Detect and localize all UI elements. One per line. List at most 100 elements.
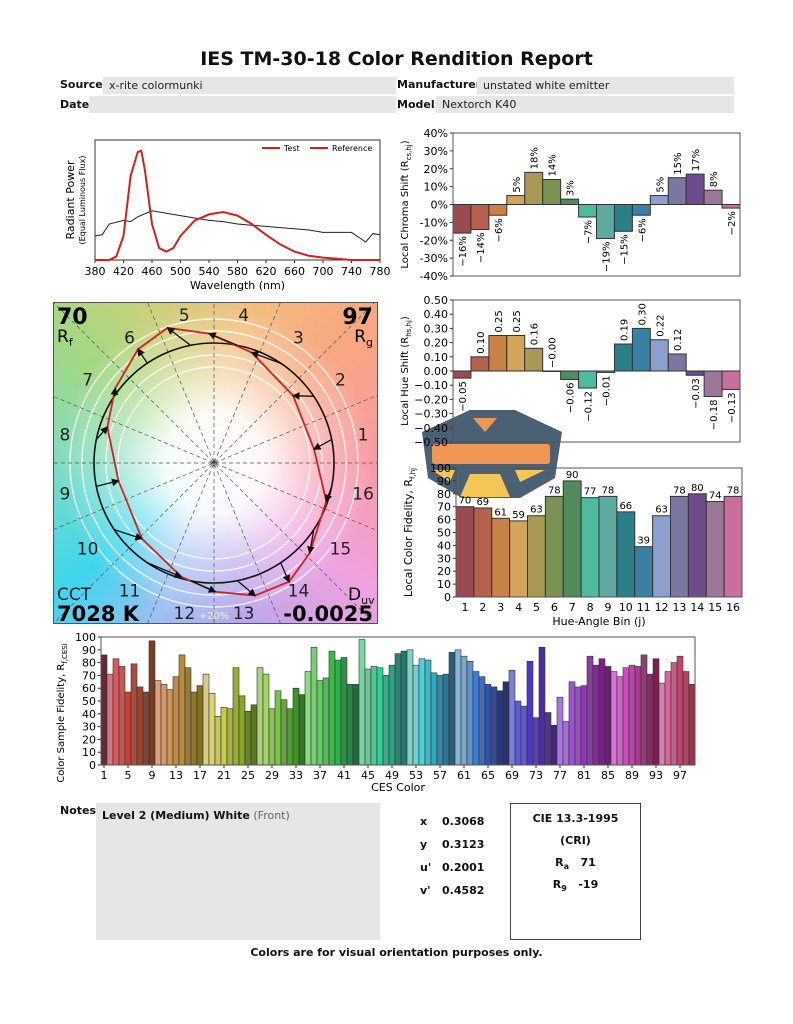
bar xyxy=(580,685,588,766)
bar xyxy=(526,661,534,766)
x-tick-label: 13 xyxy=(672,601,686,614)
bar xyxy=(556,696,564,766)
bar xyxy=(622,667,630,766)
bar-label: 77 xyxy=(584,487,597,498)
report-title: IES TM-30-18 Color Rendition Report xyxy=(200,48,593,70)
hue-bin-label: 10 xyxy=(77,539,99,559)
bar xyxy=(364,668,372,766)
bar xyxy=(238,695,246,766)
y-tick-label: −0.30 xyxy=(414,408,448,421)
bar xyxy=(100,654,108,766)
bar xyxy=(178,654,186,766)
bar xyxy=(394,653,402,766)
bar xyxy=(687,493,707,598)
x-tick-label: 49 xyxy=(385,769,399,782)
bar xyxy=(542,178,562,206)
bar xyxy=(130,663,138,766)
x-tick-label: 780 xyxy=(370,265,391,278)
r9-label: R xyxy=(552,878,562,891)
bar xyxy=(509,520,528,598)
bar-label: −0.13 xyxy=(727,392,738,423)
bar xyxy=(328,650,336,766)
x-tick-label: 4 xyxy=(515,601,522,614)
bar xyxy=(280,699,288,766)
bar xyxy=(527,515,546,598)
legend-label: Reference xyxy=(332,144,372,153)
hue-bin-label: 13 xyxy=(233,604,255,624)
x-tick-label: 85 xyxy=(601,769,615,782)
x-tick-label: 580 xyxy=(227,265,248,278)
x-tick-label: 9 xyxy=(604,601,611,614)
hue-bin-label: 14 xyxy=(288,581,310,601)
bar-label: 0.16 xyxy=(530,323,541,345)
bar xyxy=(452,370,472,379)
bar xyxy=(562,721,570,766)
bar xyxy=(244,710,252,766)
bar xyxy=(214,716,222,766)
logo-triangle-icon xyxy=(473,418,497,432)
bar xyxy=(508,669,516,766)
chroma-shift-arrow xyxy=(324,486,333,503)
y-tick-label: 10% xyxy=(424,181,448,194)
bar xyxy=(473,507,493,598)
y-tick-label: 0.10 xyxy=(424,351,449,364)
bar-label: 61 xyxy=(494,507,507,518)
bar-label: 74 xyxy=(709,491,722,502)
hue-bin-label: 16 xyxy=(352,485,374,505)
bar xyxy=(631,327,651,372)
x-tick-label: 41 xyxy=(337,769,351,782)
bar-label: −7% xyxy=(584,220,595,244)
cri-r9: R9 -19 xyxy=(511,878,640,900)
bar xyxy=(442,673,450,766)
bar-label: 5% xyxy=(655,177,666,193)
x-tick-label: 540 xyxy=(199,265,220,278)
rf-label: Rf xyxy=(57,327,74,349)
y-tick-label: 0% xyxy=(431,199,448,212)
x-tick-label: 500 xyxy=(170,265,191,278)
hue-bin-label: 2 xyxy=(335,371,346,391)
bar xyxy=(208,693,216,766)
y-tick-label: 0.40 xyxy=(424,308,449,321)
y-tick-label: 60 xyxy=(82,682,96,695)
chroma-shift-arrow xyxy=(207,332,238,346)
bar xyxy=(340,657,348,766)
logo-road-icon xyxy=(460,474,510,497)
bar-label: 0.19 xyxy=(619,319,630,341)
bar xyxy=(118,666,126,766)
bar-label: 69 xyxy=(476,497,489,508)
y-tick-label: 20 xyxy=(437,565,451,578)
y-axis-sublabel: (Equal Luminous Flux) xyxy=(78,156,87,245)
bar xyxy=(613,204,633,232)
x-tick-label: 25 xyxy=(241,769,255,782)
bar xyxy=(268,708,276,766)
x-tick-label: 10 xyxy=(619,601,633,614)
bar xyxy=(506,195,526,205)
bar xyxy=(112,658,120,766)
bar xyxy=(316,680,324,766)
bar xyxy=(560,198,580,205)
hue-bin-label: 12 xyxy=(174,604,196,624)
x-tick-label: 69 xyxy=(505,769,519,782)
bar-label: 14% xyxy=(548,154,559,176)
bar-label: 39 xyxy=(637,536,650,547)
x-tick-label: 13 xyxy=(169,769,183,782)
rf-value: 70 xyxy=(57,305,88,330)
logo-accent-left xyxy=(432,470,455,482)
bar xyxy=(352,684,360,766)
cct-value: 7028 K xyxy=(57,602,140,626)
bar xyxy=(682,671,690,766)
hue-bin-label: 11 xyxy=(119,581,141,601)
bar xyxy=(596,204,615,239)
x-tick-label: 740 xyxy=(341,265,362,278)
y-tick-label: 30 xyxy=(82,721,96,734)
bar-label: −0.05 xyxy=(458,381,469,412)
bar xyxy=(478,676,486,766)
legend-label: Test xyxy=(283,144,300,153)
bar xyxy=(148,640,156,766)
chroma-shift-arrow xyxy=(280,562,290,583)
bar xyxy=(470,204,490,231)
bar xyxy=(544,712,552,766)
y-tick-label: 60 xyxy=(437,514,451,527)
chroma-shift-arrow xyxy=(95,426,109,441)
